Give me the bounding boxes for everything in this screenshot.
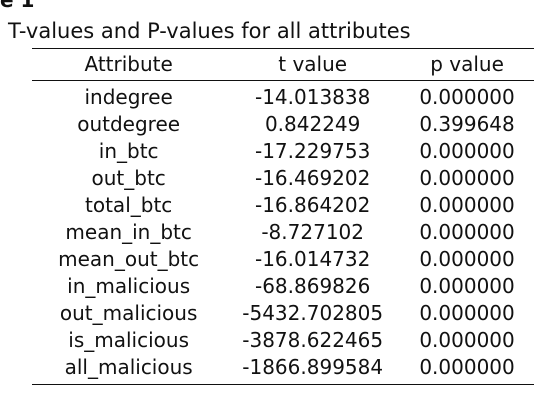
p-value-cell: 0.000000 [419, 139, 515, 163]
p-value-cell: 0.000000 [419, 274, 515, 298]
p-value-cell: 0.399648 [419, 112, 515, 136]
attribute-cell: mean_out_btc [58, 247, 200, 271]
t-value-cell: -16.014732 [254, 247, 371, 271]
t-value-cell: 0.842249 [264, 112, 361, 136]
t-value-cell: -5432.702805 [242, 301, 384, 325]
results-table: Attribute t value p value indegree -14.01… [32, 48, 534, 385]
attribute-cell: mean_in_btc [65, 220, 192, 244]
t-value-cell: -68.869826 [254, 274, 371, 298]
table-caption: T-values and P-values for all attributes [8, 19, 411, 43]
header-attribute: Attribute [84, 52, 173, 76]
attribute-cell: indegree [84, 85, 173, 109]
p-value-cell: 0.000000 [419, 193, 515, 217]
table-row: outdegree 0.842249 0.399648 [32, 111, 534, 138]
p-value-cell: 0.000000 [419, 328, 515, 352]
attribute-cell: is_malicious [68, 328, 189, 352]
p-value-cell: 0.000000 [419, 166, 515, 190]
attribute-cell: all_malicious [64, 355, 193, 379]
table-row: total_btc -16.864202 0.000000 [32, 192, 534, 219]
p-value-cell: 0.000000 [419, 355, 515, 379]
attribute-cell: total_btc [85, 193, 173, 217]
table-label: e 1 [0, 0, 35, 12]
attribute-cell: out_malicious [59, 301, 198, 325]
header-t-value: t value [278, 52, 348, 76]
header-p-value: p value [430, 52, 504, 76]
attribute-cell: in_malicious [67, 274, 191, 298]
table-header: Attribute t value p value [32, 48, 534, 81]
table-row: indegree -14.013838 0.000000 [32, 81, 534, 112]
p-value-cell: 0.000000 [419, 247, 515, 271]
table-body: indegree -14.013838 0.000000 outdegree 0.842… [32, 81, 534, 385]
header-row: Attribute t value p value [32, 48, 534, 81]
t-value-cell: -16.864202 [254, 193, 371, 217]
attribute-cell: in_btc [98, 139, 159, 163]
attribute-cell: outdegree [77, 112, 181, 136]
table-row: in_btc -17.229753 0.000000 [32, 138, 534, 165]
table-row: out_btc -16.469202 0.000000 [32, 165, 534, 192]
table-row: all_malicious -1866.899584 0.000000 [32, 354, 534, 385]
t-value-cell: -8.727102 [261, 220, 364, 244]
p-value-cell: 0.000000 [419, 85, 515, 109]
t-value-cell: -1866.899584 [242, 355, 384, 379]
table-row: out_malicious -5432.702805 0.000000 [32, 300, 534, 327]
p-value-cell: 0.000000 [419, 301, 515, 325]
p-value-cell: 0.000000 [419, 220, 515, 244]
t-value-cell: -14.013838 [254, 85, 371, 109]
t-value-cell: -17.229753 [254, 139, 371, 163]
t-value-cell: -3878.622465 [242, 328, 384, 352]
table-row: mean_out_btc -16.014732 0.000000 [32, 246, 534, 273]
table-row: mean_in_btc -8.727102 0.000000 [32, 219, 534, 246]
table-row: is_malicious -3878.622465 0.000000 [32, 327, 534, 354]
attribute-cell: out_btc [91, 166, 166, 190]
table-row: in_malicious -68.869826 0.000000 [32, 273, 534, 300]
t-value-cell: -16.469202 [254, 166, 371, 190]
